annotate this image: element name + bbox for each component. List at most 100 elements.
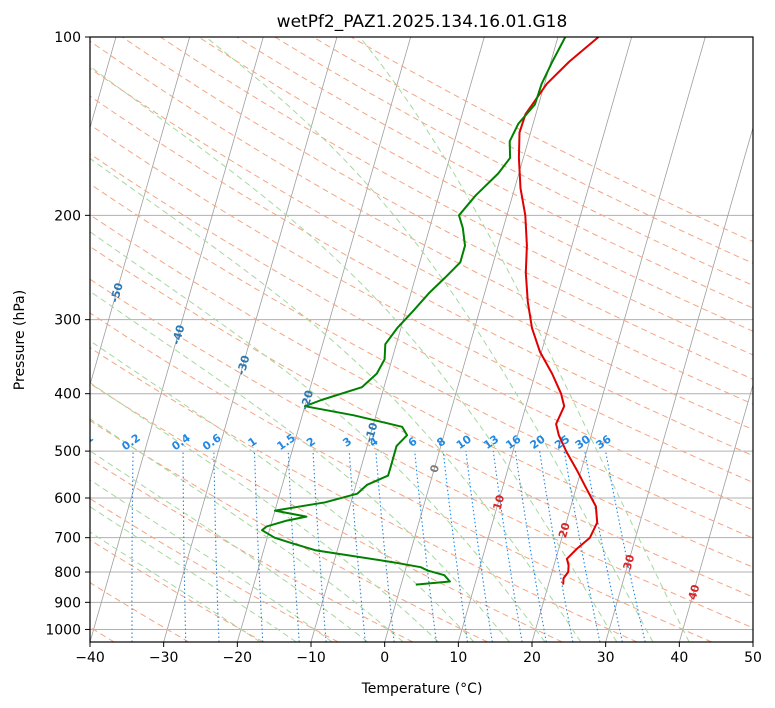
dry-adiabat bbox=[90, 458, 414, 642]
x-tick-label: −10 bbox=[296, 650, 326, 666]
dry-adiabat bbox=[90, 214, 753, 568]
isotherm-label: 30 bbox=[621, 553, 638, 572]
x-tick-label: −30 bbox=[149, 650, 179, 666]
isotherm-line bbox=[678, 383, 753, 642]
isotherm-line bbox=[752, 640, 753, 642]
dry-adiabat bbox=[160, 37, 753, 356]
mixing-ratio-line bbox=[584, 451, 623, 642]
x-tick-label: 40 bbox=[670, 650, 688, 666]
chart-title: wetPf2_PAZ1.2025.134.16.01.G18 bbox=[277, 12, 568, 32]
pressure-gridlines bbox=[90, 37, 753, 630]
dry-adiabat bbox=[90, 498, 339, 642]
mixing-ratio-line bbox=[253, 451, 264, 642]
mixing-ratio-label: 3 bbox=[340, 435, 354, 450]
dry-adiabat bbox=[350, 37, 753, 243]
mixing-ratio-label: 8 bbox=[434, 435, 448, 450]
y-tick-label: 900 bbox=[54, 595, 81, 611]
x-tick-label: 20 bbox=[523, 650, 541, 666]
mixing-ratio-line bbox=[465, 451, 493, 642]
sounding-profiles bbox=[261, 37, 600, 586]
dry-adiabat bbox=[312, 37, 753, 264]
mixing-ratio-label: 0.2 bbox=[119, 431, 142, 453]
mixing-ratio-label: 30 bbox=[573, 432, 593, 452]
isotherm-line bbox=[531, 37, 706, 642]
mixing-ratio-label: 4 bbox=[367, 435, 381, 450]
x-tick-label: 10 bbox=[449, 650, 467, 666]
x-axis-ticks: −40 −30 −20 −10 0 10 20 30 40 50 bbox=[75, 642, 762, 666]
mixing-ratio-line bbox=[514, 451, 547, 642]
moist-adiabat bbox=[90, 450, 369, 642]
isotherm-label: -50 bbox=[108, 281, 126, 304]
isotherm-line bbox=[90, 37, 264, 642]
moist-adiabat bbox=[90, 340, 475, 642]
moist-adiabat bbox=[205, 37, 654, 642]
y-axis-label: Pressure (hPa) bbox=[12, 290, 28, 390]
mixing-ratio-line bbox=[563, 451, 601, 642]
isotherm-label: -30 bbox=[235, 354, 253, 377]
dry-adiabat bbox=[90, 382, 563, 642]
dry-adiabat bbox=[274, 37, 753, 286]
y-tick-label: 800 bbox=[54, 565, 81, 581]
y-tick-label: 700 bbox=[54, 531, 81, 547]
y-tick-label: 100 bbox=[54, 30, 81, 46]
dry-adiabat bbox=[90, 312, 712, 642]
dewpoint-profile bbox=[261, 37, 567, 586]
mixing-ratio-label: 25 bbox=[552, 433, 572, 452]
mixing-ratio-lines bbox=[82, 451, 646, 642]
dry-adiabat bbox=[90, 95, 753, 457]
moist-adiabat bbox=[90, 418, 404, 642]
mixing-ratio-line bbox=[414, 451, 437, 642]
y-tick-label: 200 bbox=[54, 208, 81, 224]
dry-adiabat bbox=[90, 40, 753, 405]
moist-adiabat bbox=[90, 231, 546, 642]
x-tick-label: 0 bbox=[380, 650, 389, 666]
isotherm-label: 20 bbox=[556, 521, 573, 540]
isotherm-line bbox=[90, 37, 191, 387]
isotherm-label: 0 bbox=[428, 463, 443, 474]
mixing-ratio-label: 0.1 bbox=[72, 431, 95, 453]
y-tick-label: 1000 bbox=[45, 622, 81, 638]
dry-adiabat bbox=[90, 419, 488, 642]
dry-adiabat bbox=[90, 67, 753, 431]
moist-adiabat bbox=[90, 65, 618, 642]
x-axis-label: Temperature (°C) bbox=[361, 681, 483, 697]
dry-adiabat bbox=[236, 37, 753, 309]
mixing-ratio-line bbox=[605, 451, 646, 642]
mixing-ratio-label: 1.5 bbox=[275, 431, 298, 453]
skewed-isotherms bbox=[90, 37, 753, 642]
y-tick-label: 300 bbox=[54, 313, 81, 329]
x-tick-label: −20 bbox=[223, 650, 253, 666]
mixing-ratio-label: 0.6 bbox=[200, 431, 224, 453]
moist-adiabat bbox=[90, 290, 510, 642]
isotherm-label: 10 bbox=[490, 493, 507, 512]
dry-adiabat bbox=[90, 278, 753, 629]
isotherm-label: 40 bbox=[686, 583, 703, 602]
mixing-ratio-line bbox=[442, 451, 469, 642]
mixing-ratio-label: 16 bbox=[503, 432, 523, 452]
mixing-ratio-label: 6 bbox=[406, 435, 420, 450]
isotherm-line bbox=[163, 37, 338, 642]
isotherm-label: -60 bbox=[50, 226, 68, 249]
mixing-ratio-line bbox=[375, 451, 395, 642]
mixing-ratio-line bbox=[287, 451, 300, 642]
moist-adiabat bbox=[90, 382, 439, 642]
mixing-ratio-line bbox=[492, 451, 523, 642]
y-tick-label: 500 bbox=[54, 444, 81, 460]
isotherm-line bbox=[457, 37, 633, 642]
mixing-ratio-line bbox=[539, 451, 574, 642]
x-tick-label: 50 bbox=[744, 650, 762, 666]
isotherm-label: -40 bbox=[169, 323, 187, 346]
mixing-ratio-line bbox=[82, 451, 86, 642]
y-tick-label: 400 bbox=[54, 387, 81, 403]
isotherm-label: -70 bbox=[0, 174, 9, 197]
moist-adiabats bbox=[90, 37, 690, 642]
isotherm-line bbox=[384, 37, 559, 642]
moist-adiabat bbox=[90, 479, 333, 642]
mixing-ratio-label: 0.4 bbox=[169, 431, 193, 453]
isotherm-label: -10 bbox=[363, 421, 381, 444]
dry-adiabat bbox=[121, 37, 753, 380]
dry-adiabats bbox=[90, 37, 753, 642]
x-tick-label: −40 bbox=[75, 650, 105, 666]
dry-adiabat bbox=[198, 37, 753, 332]
isotherm-line bbox=[236, 37, 412, 642]
